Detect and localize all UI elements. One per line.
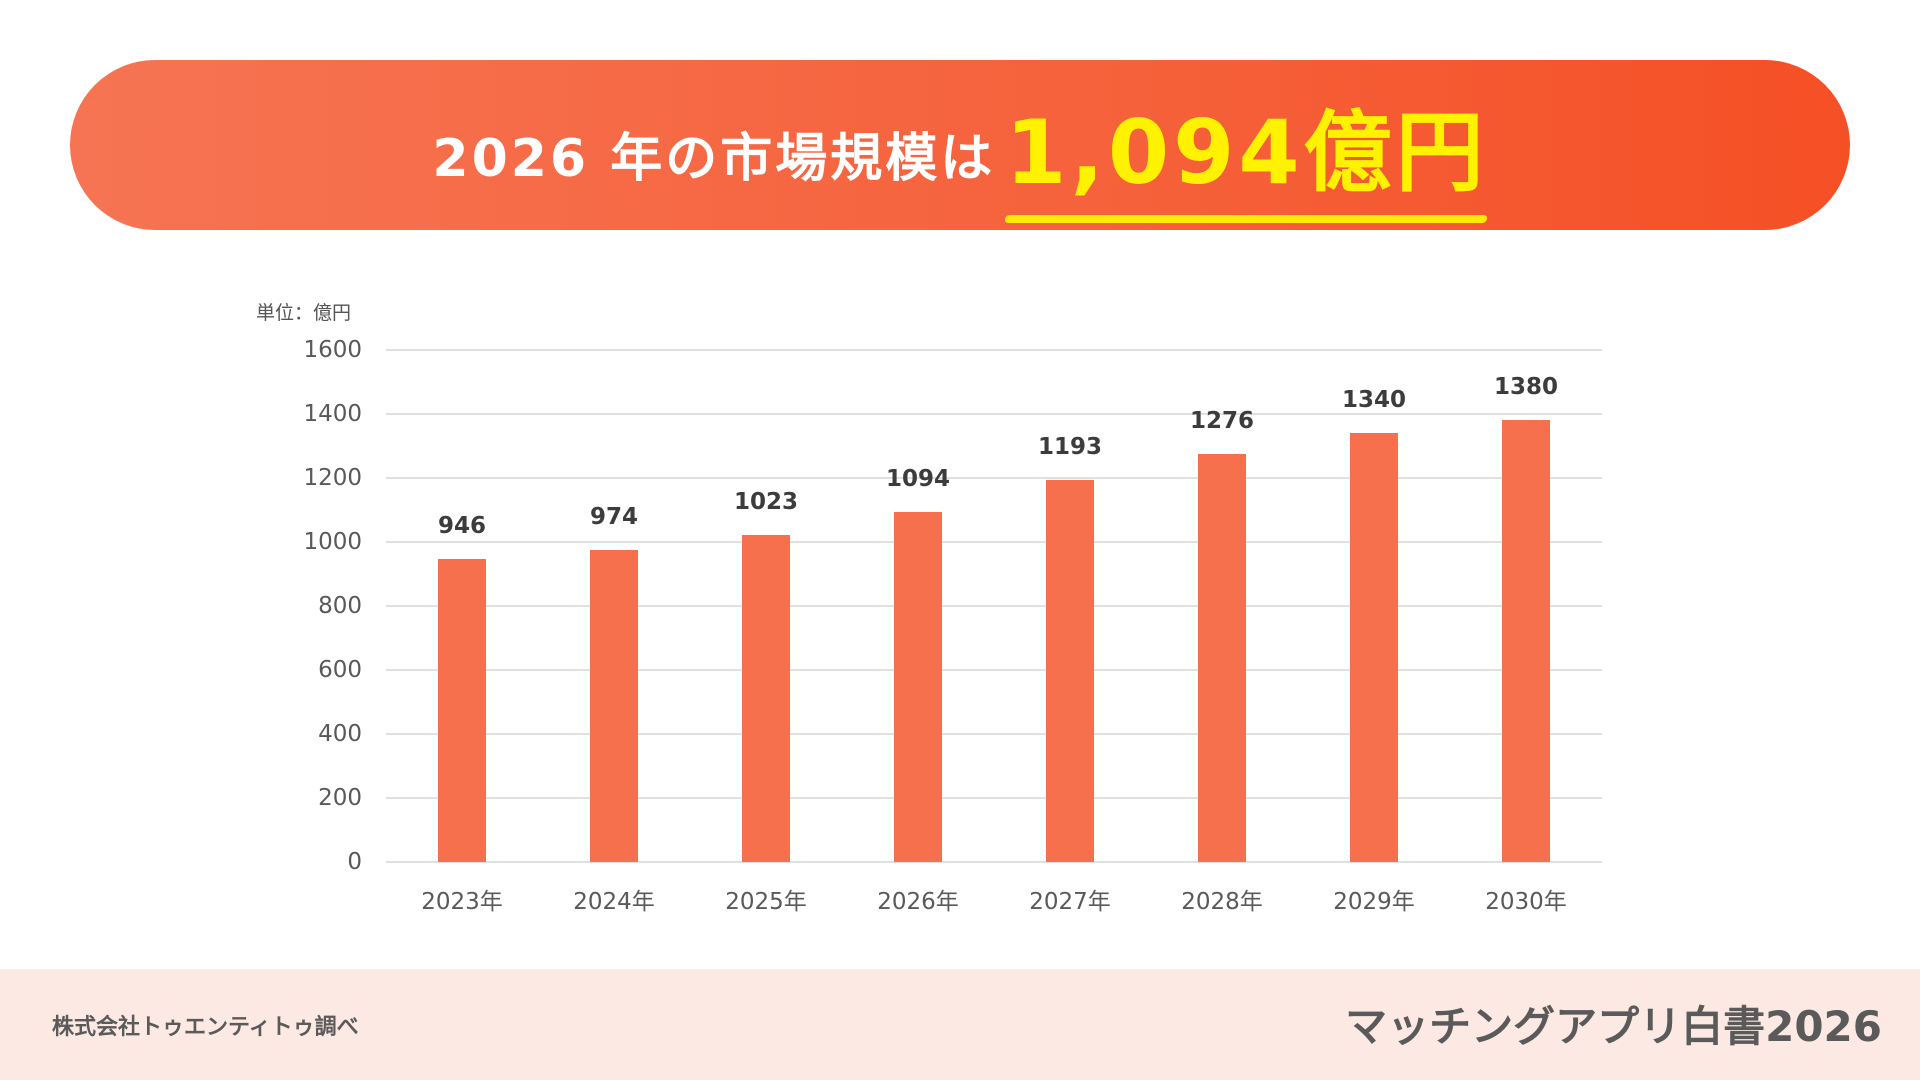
- x-axis-tick-label: 2030年: [1485, 889, 1567, 915]
- headline-banner: 2026 年の市場規模は 1,094億円: [70, 60, 1850, 230]
- x-axis-tick-label: 2028年: [1181, 889, 1263, 915]
- x-axis-tick-label: 2029年: [1333, 889, 1415, 915]
- y-axis-tick-label: 1400: [303, 401, 362, 427]
- gridline: [386, 413, 1602, 415]
- bar-value-label: 946: [437, 513, 486, 540]
- bar: [742, 534, 790, 862]
- bar: [1046, 480, 1094, 862]
- bar-value-label: 974: [589, 504, 638, 531]
- x-axis-tick-label: 2027年: [1029, 889, 1111, 915]
- source-note: 株式会社トゥエンティトゥ調べ: [52, 1015, 359, 1040]
- highlight-underline: [1004, 214, 1489, 223]
- headline-highlight-value: 1,094億円: [1004, 82, 1489, 223]
- y-axis-tick-label: 400: [318, 721, 362, 747]
- gridline: [386, 669, 1602, 671]
- bar-value-label: 1380: [1493, 374, 1558, 401]
- bar-value-label: 1276: [1189, 407, 1254, 434]
- unit-label: 単位：億円: [256, 302, 352, 324]
- gridline: [386, 349, 1602, 351]
- y-axis-tick-label: 0: [347, 849, 362, 875]
- y-axis-tick-label: 1200: [303, 465, 362, 491]
- y-axis-tick-label: 1000: [303, 529, 362, 555]
- bar: [894, 511, 942, 862]
- gridline: [386, 541, 1602, 543]
- bar: [438, 559, 486, 862]
- bar: [1350, 433, 1398, 862]
- y-axis-tick-label: 200: [318, 785, 362, 811]
- gridline: [386, 797, 1602, 799]
- gridline: [386, 605, 1602, 607]
- x-axis-tick-label: 2025年: [725, 889, 807, 915]
- x-axis-tick-label: 2024年: [573, 889, 655, 915]
- y-axis-tick-label: 600: [318, 657, 362, 683]
- x-axis-tick-label: 2026年: [877, 889, 959, 915]
- x-axis-tick-label: 2023年: [421, 889, 503, 915]
- gridline: [386, 477, 1602, 479]
- bar-value-label: 1094: [885, 465, 950, 492]
- bar-value-label: 1340: [1341, 387, 1406, 414]
- y-axis-tick-label: 800: [318, 593, 362, 619]
- bar: [1502, 420, 1550, 862]
- y-axis-tick-label: 1600: [303, 337, 362, 363]
- headline-prefix: 2026 年の市場規模は: [432, 128, 996, 189]
- bar: [590, 550, 638, 862]
- footer: 株式会社トゥエンティトゥ調べ マッチングアプリ白書2026: [0, 969, 1920, 1080]
- bar-value-label: 1023: [733, 488, 798, 515]
- bar-value-label: 1193: [1037, 434, 1102, 461]
- gridline: [386, 733, 1602, 735]
- headline-highlight-text: 1,094億円: [1005, 100, 1488, 204]
- publication-title: マッチングアプリ白書2026: [1345, 1002, 1882, 1051]
- bar-chart: 0 200 400 600 800 1000 1200 1400 1600 946 2023年 974…: [303, 337, 1602, 915]
- gridline: [386, 861, 1602, 863]
- headline: 2026 年の市場規模は 1,094億円: [70, 60, 1850, 230]
- bar: [1198, 453, 1246, 862]
